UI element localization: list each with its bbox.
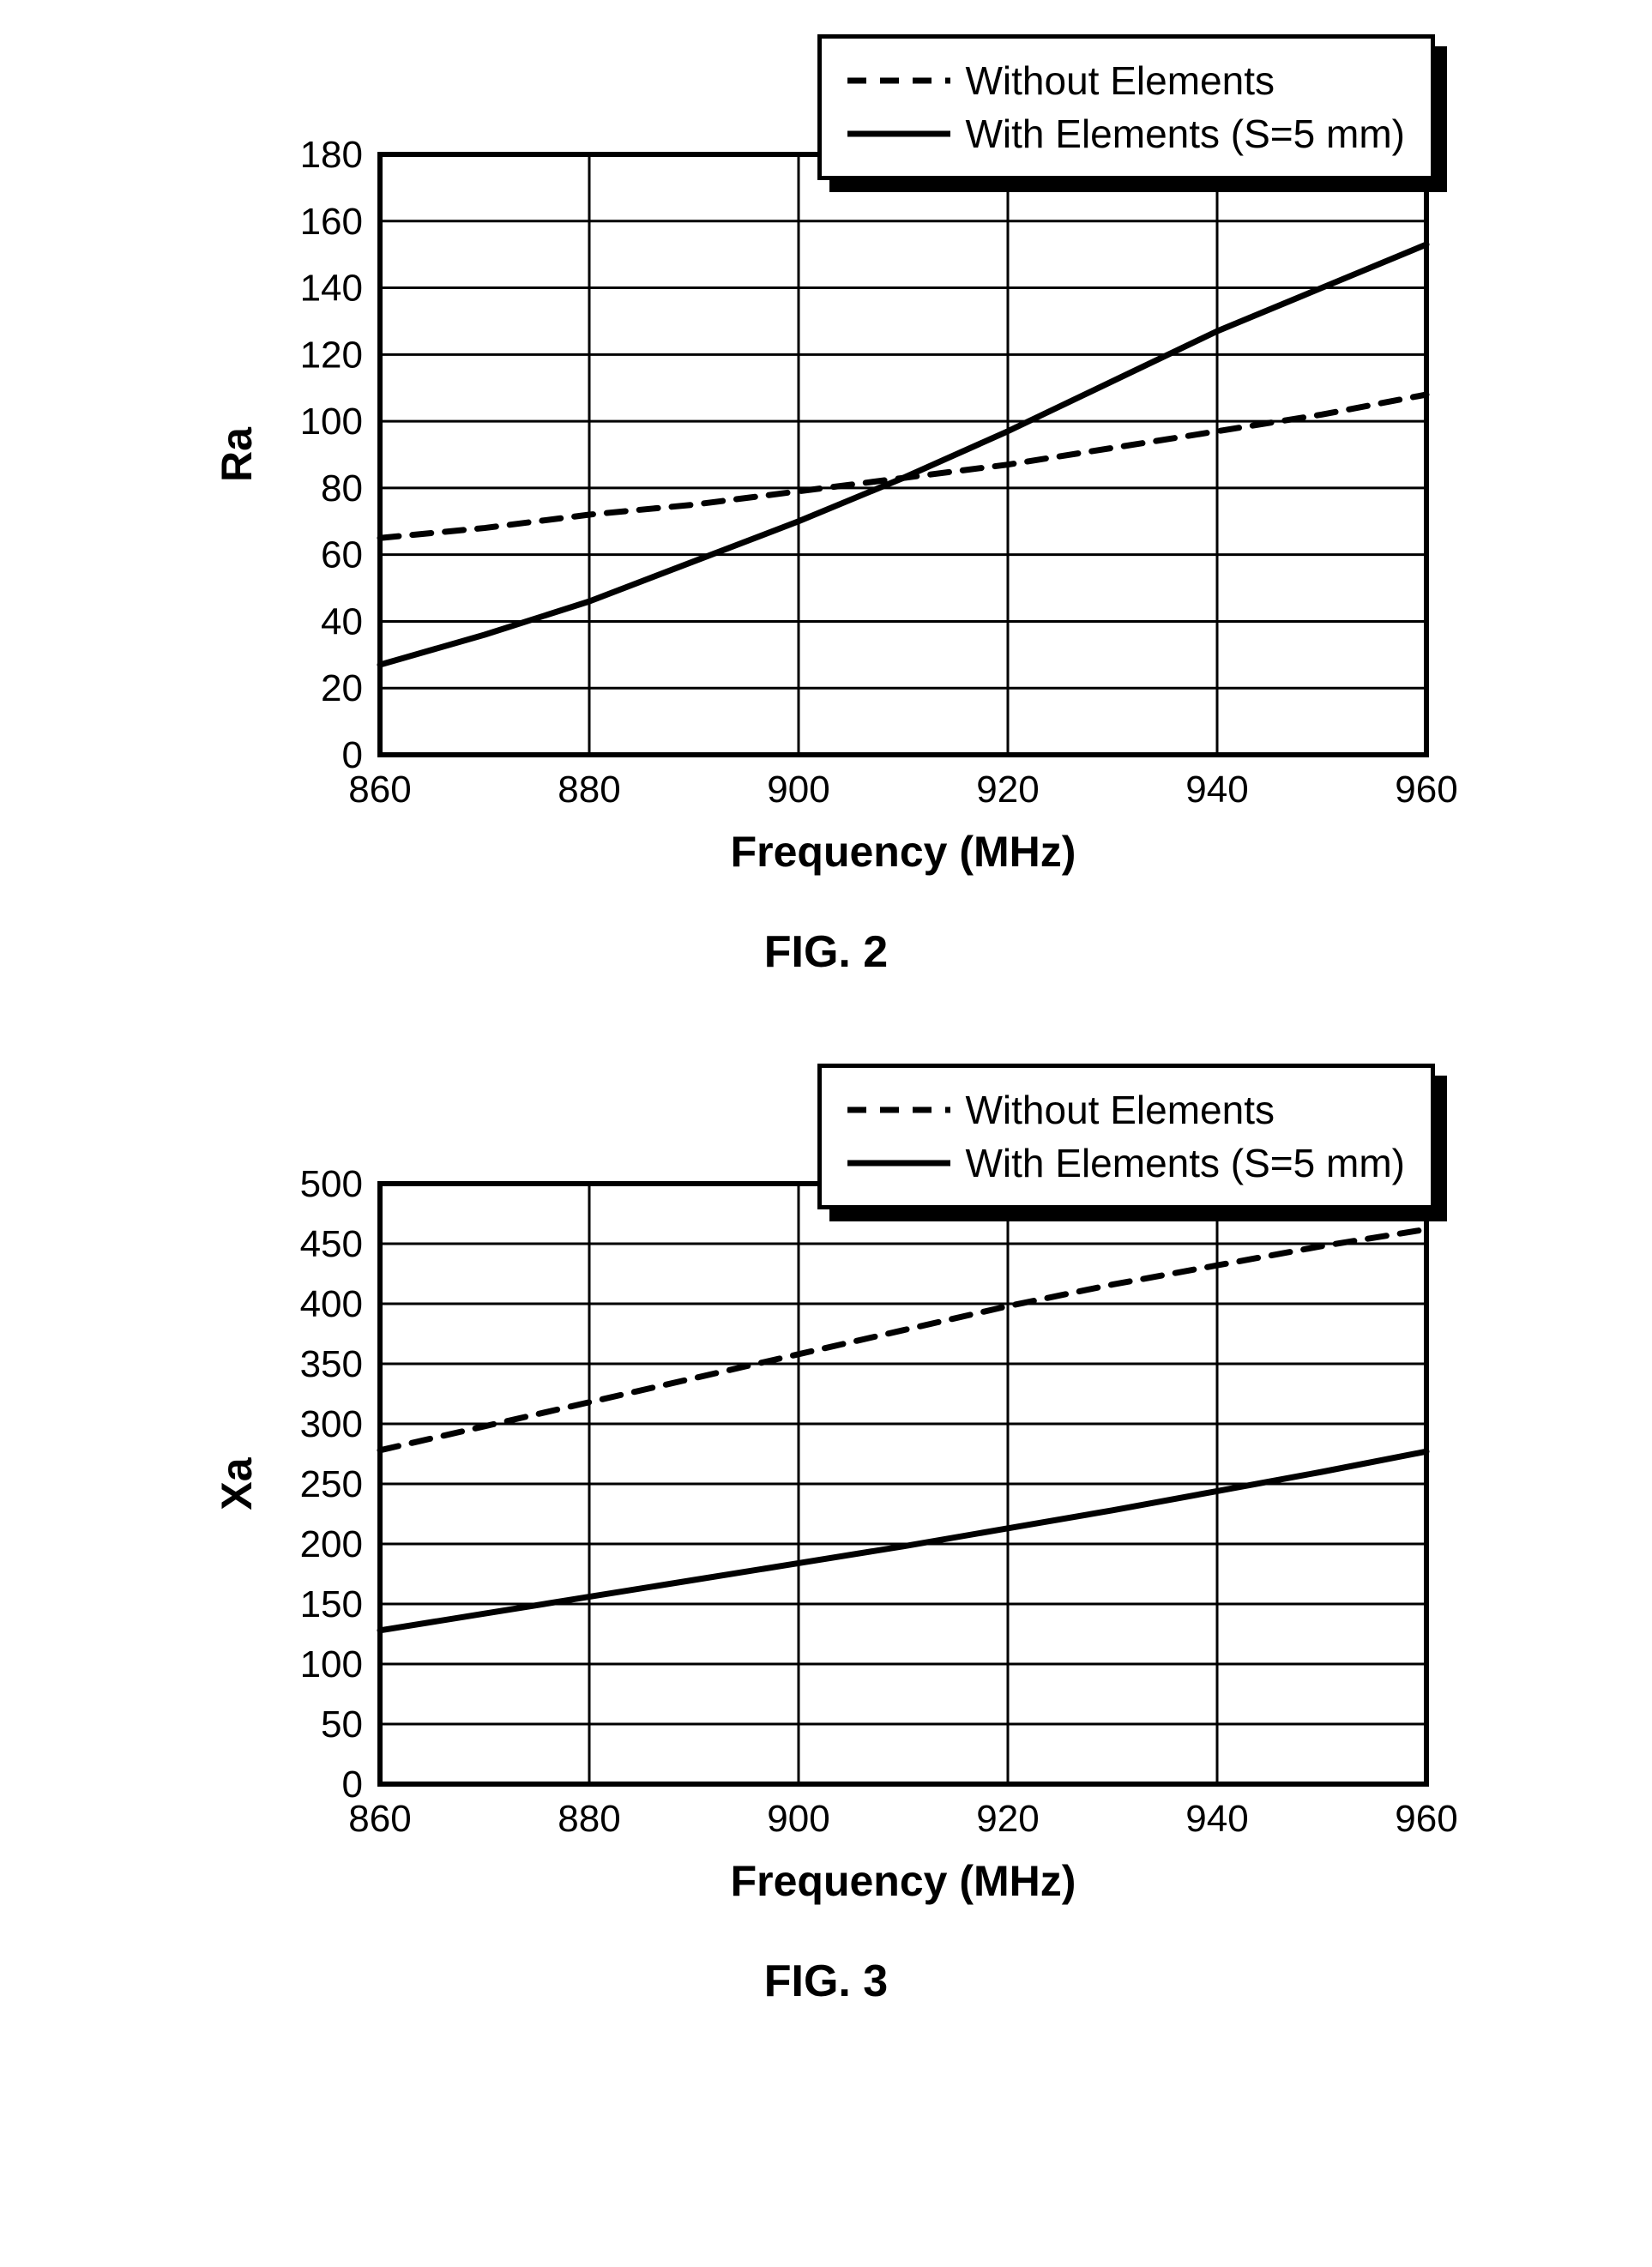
figure-caption: FIG. 2 xyxy=(183,926,1469,978)
svg-text:900: 900 xyxy=(767,1798,829,1840)
svg-text:940: 940 xyxy=(1185,1798,1248,1840)
svg-text:120: 120 xyxy=(300,334,363,376)
legend-label: With Elements (S=5 mm) xyxy=(966,107,1406,160)
legend-item: Without Elements xyxy=(847,1083,1406,1137)
legend-swatch-solid xyxy=(847,1143,950,1183)
chart-fig2: Without Elements With Elements (S=5 mm) … xyxy=(183,51,1469,978)
svg-text:Frequency (MHz): Frequency (MHz) xyxy=(731,828,1076,876)
figure-caption: FIG. 3 xyxy=(183,1956,1469,2007)
svg-text:0: 0 xyxy=(342,734,363,776)
legend-label: Without Elements xyxy=(966,1083,1275,1137)
svg-text:150: 150 xyxy=(300,1583,363,1625)
svg-text:80: 80 xyxy=(321,467,363,509)
svg-text:Ra: Ra xyxy=(213,426,261,482)
svg-text:920: 920 xyxy=(976,769,1039,811)
svg-text:100: 100 xyxy=(300,401,363,443)
svg-text:900: 900 xyxy=(767,769,829,811)
svg-text:0: 0 xyxy=(342,1764,363,1806)
svg-text:300: 300 xyxy=(300,1403,363,1445)
legend-swatch-dashed xyxy=(847,61,950,100)
svg-text:880: 880 xyxy=(558,1798,620,1840)
legend-item: With Elements (S=5 mm) xyxy=(847,107,1406,160)
legend-label: Without Elements xyxy=(966,54,1275,107)
svg-text:Frequency (MHz): Frequency (MHz) xyxy=(731,1857,1076,1905)
svg-text:50: 50 xyxy=(321,1703,363,1745)
svg-text:960: 960 xyxy=(1395,769,1457,811)
chart-fig3: Without Elements With Elements (S=5 mm) … xyxy=(183,1081,1469,2007)
svg-text:40: 40 xyxy=(321,600,363,642)
svg-text:940: 940 xyxy=(1185,769,1248,811)
svg-text:140: 140 xyxy=(300,268,363,310)
svg-text:20: 20 xyxy=(321,667,363,709)
svg-text:960: 960 xyxy=(1395,1798,1457,1840)
svg-text:920: 920 xyxy=(976,1798,1039,1840)
legend-item: Without Elements xyxy=(847,54,1406,107)
svg-text:500: 500 xyxy=(300,1163,363,1205)
svg-text:100: 100 xyxy=(300,1643,363,1685)
svg-text:450: 450 xyxy=(300,1223,363,1265)
svg-text:180: 180 xyxy=(300,134,363,176)
svg-text:60: 60 xyxy=(321,534,363,576)
legend-box: Without Elements With Elements (S=5 mm) xyxy=(817,34,1436,180)
legend-swatch-dashed xyxy=(847,1090,950,1130)
svg-text:160: 160 xyxy=(300,201,363,243)
svg-text:Xa: Xa xyxy=(213,1456,261,1510)
svg-text:400: 400 xyxy=(300,1283,363,1325)
svg-text:880: 880 xyxy=(558,769,620,811)
legend-box: Without Elements With Elements (S=5 mm) xyxy=(817,1064,1436,1209)
svg-text:250: 250 xyxy=(300,1463,363,1505)
legend-swatch-solid xyxy=(847,114,950,154)
svg-text:200: 200 xyxy=(300,1523,363,1565)
legend-label: With Elements (S=5 mm) xyxy=(966,1137,1406,1190)
legend-item: With Elements (S=5 mm) xyxy=(847,1137,1406,1190)
svg-text:350: 350 xyxy=(300,1343,363,1385)
